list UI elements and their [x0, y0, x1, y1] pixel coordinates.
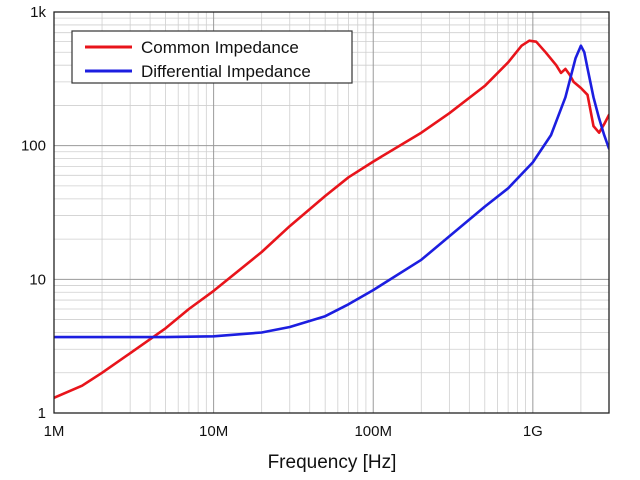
- x-tick-labels: 1M 10M 100M 1G: [44, 423, 543, 440]
- legend: Common Impedance Differential Impedance: [71, 30, 353, 84]
- series-line-common-impedance: [54, 39, 609, 400]
- y-tick-label: 100: [21, 138, 46, 155]
- series-line-differential-impedance: [54, 44, 609, 339]
- plot-frame: [53, 11, 610, 414]
- x-tick-label: 1M: [44, 423, 65, 440]
- y-tick-labels: 1 10 100 1k: [21, 4, 47, 422]
- x-tick-label: 10M: [199, 423, 228, 440]
- legend-label: Differential Impedance: [141, 62, 311, 81]
- y-tick-label: 1: [38, 405, 46, 422]
- x-tick-label: 1G: [523, 423, 543, 440]
- legend-label: Common Impedance: [141, 38, 299, 57]
- y-tick-label: 1k: [30, 4, 46, 21]
- legend-box: [71, 30, 353, 84]
- x-tick-label: 100M: [354, 423, 392, 440]
- y-tick-label: 10: [29, 271, 46, 288]
- series-layer: [54, 39, 609, 400]
- x-axis-label: Frequency [Hz]: [268, 452, 397, 473]
